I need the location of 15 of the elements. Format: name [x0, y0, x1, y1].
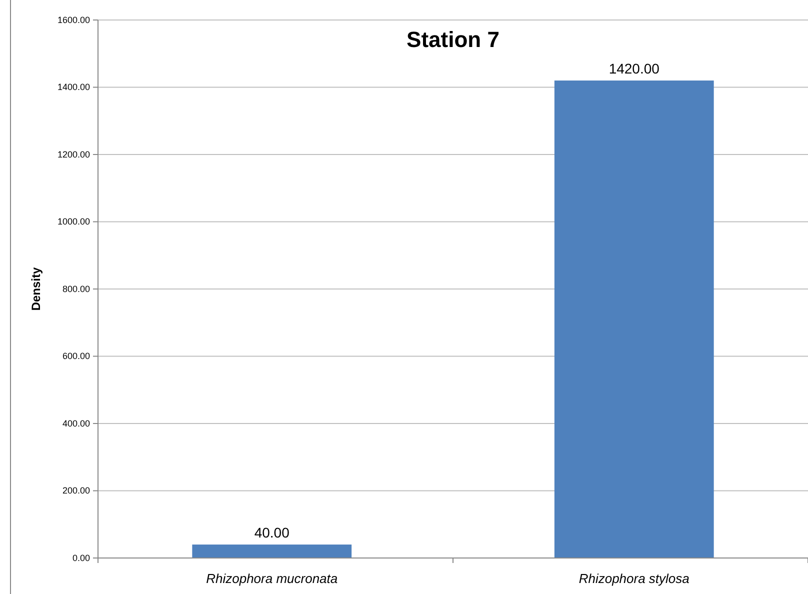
y-tick-label: 200.00: [62, 486, 90, 496]
y-tick-label: 1200.00: [57, 149, 90, 160]
y-tick-label: 1600.00: [57, 14, 90, 25]
y-tick-label: 800.00: [62, 284, 90, 294]
y-tick-label: 1400.00: [57, 82, 90, 92]
data-label: 40.00: [254, 524, 290, 541]
y-axis-title: Density: [29, 267, 43, 311]
y-tick-label: 600.00: [62, 351, 90, 362]
x-tick-label: Rhizophora stylosa: [578, 571, 690, 586]
data-label: 1420.00: [608, 60, 660, 77]
y-tick-label: 0.00: [72, 552, 90, 563]
chart-title: Station 7: [406, 27, 500, 52]
x-tick-label: Rhizophora mucronata: [206, 571, 338, 586]
y-tick-label: 1000.00: [57, 216, 90, 227]
y-tick-label: 400.00: [62, 418, 90, 428]
